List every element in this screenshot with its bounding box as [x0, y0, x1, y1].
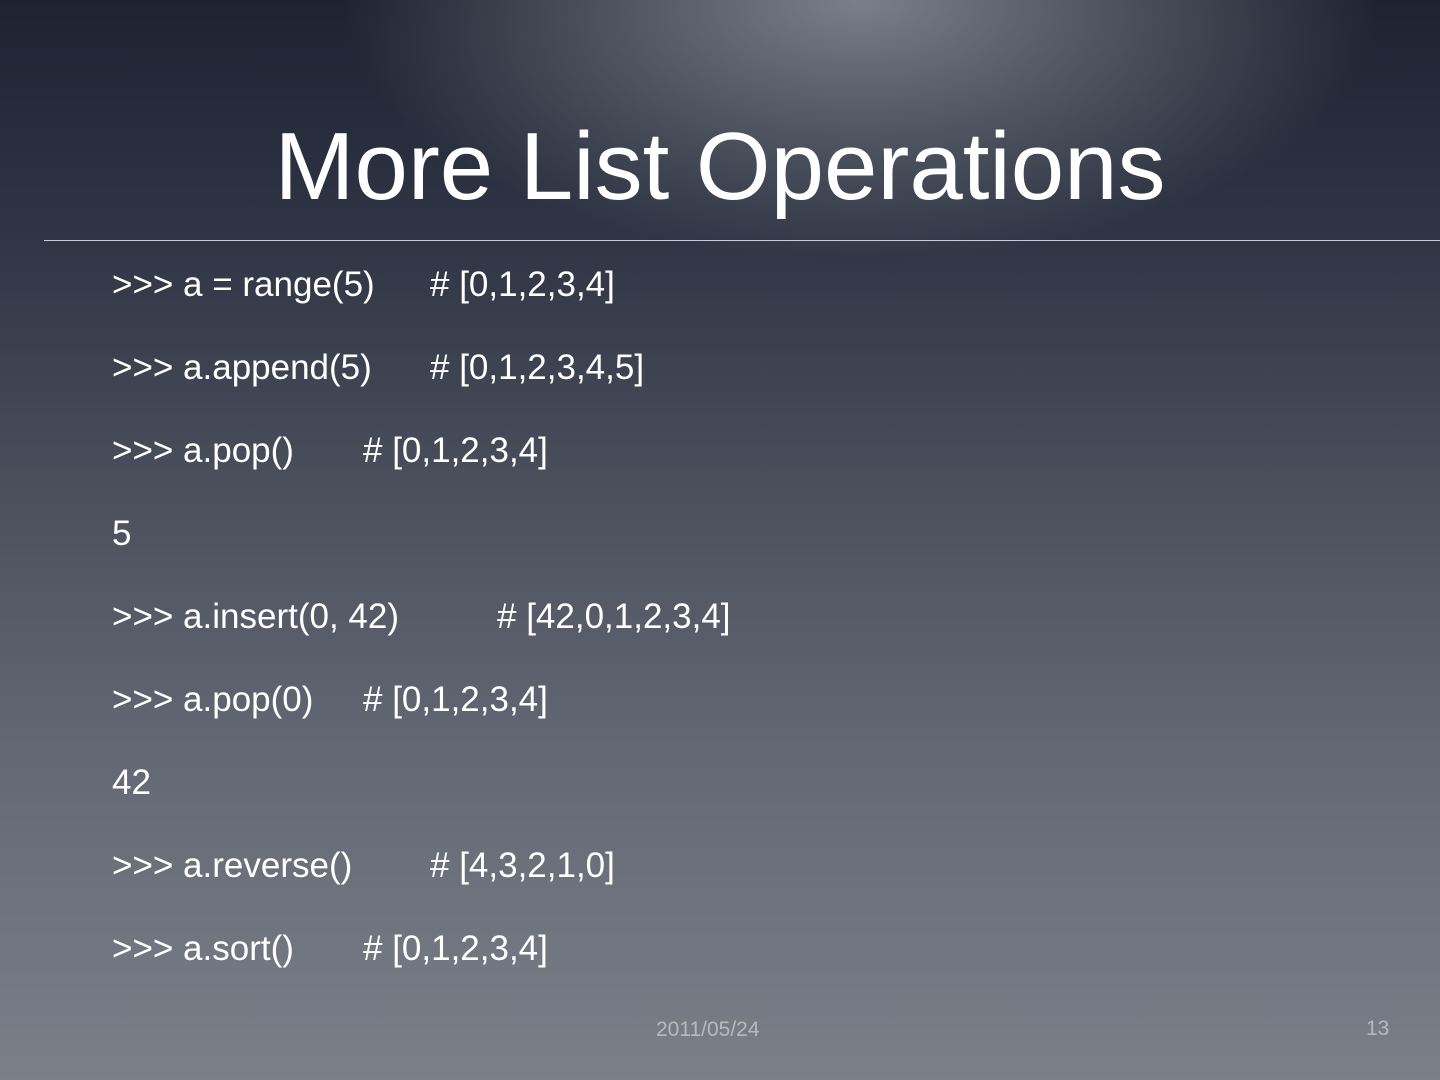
- output-line: 5: [112, 514, 131, 554]
- code-comment: # [0,1,2,3,4,5]: [430, 348, 645, 387]
- code-line: >>> a.pop() # [0,1,2,3,4]: [112, 431, 548, 471]
- code-comment: # [0,1,2,3,4]: [363, 680, 548, 719]
- code-text: >>> a.pop(): [112, 431, 294, 470]
- code-text: >>> a.reverse(): [112, 846, 353, 885]
- code-comment: # [0,1,2,3,4]: [430, 265, 615, 304]
- code-line: >>> a.insert(0, 42) # [42,0,1,2,3,4]: [112, 597, 731, 637]
- output-line: 42: [112, 763, 151, 803]
- code-text: >>> a.append(5): [112, 348, 372, 387]
- slide-number: 13: [1366, 1017, 1390, 1040]
- code-comment: # [4,3,2,1,0]: [430, 846, 615, 885]
- code-line: >>> a.pop(0) # [0,1,2,3,4]: [112, 680, 548, 720]
- code-line: >>> a.reverse() # [4,3,2,1,0]: [112, 846, 615, 886]
- code-text: >>> a = range(5): [112, 265, 375, 304]
- slide-date: 2011/05/24: [656, 1018, 760, 1041]
- code-text: >>> a.insert(0, 42): [112, 597, 399, 636]
- code-line: >>> a.sort() # [0,1,2,3,4]: [112, 929, 548, 969]
- code-comment: # [0,1,2,3,4]: [363, 431, 548, 470]
- code-text: >>> a.sort(): [112, 929, 294, 968]
- output-text: 42: [112, 763, 151, 802]
- code-text: >>> a.pop(0): [112, 680, 314, 719]
- code-line: >>> a = range(5) # [0,1,2,3,4]: [112, 265, 615, 305]
- title-divider: [44, 240, 1440, 241]
- code-comment: # [0,1,2,3,4]: [363, 929, 548, 968]
- code-line: >>> a.append(5) # [0,1,2,3,4,5]: [112, 348, 644, 388]
- code-comment: # [42,0,1,2,3,4]: [497, 597, 731, 636]
- output-text: 5: [112, 514, 132, 553]
- slide-title: More List Operations: [274, 113, 1166, 220]
